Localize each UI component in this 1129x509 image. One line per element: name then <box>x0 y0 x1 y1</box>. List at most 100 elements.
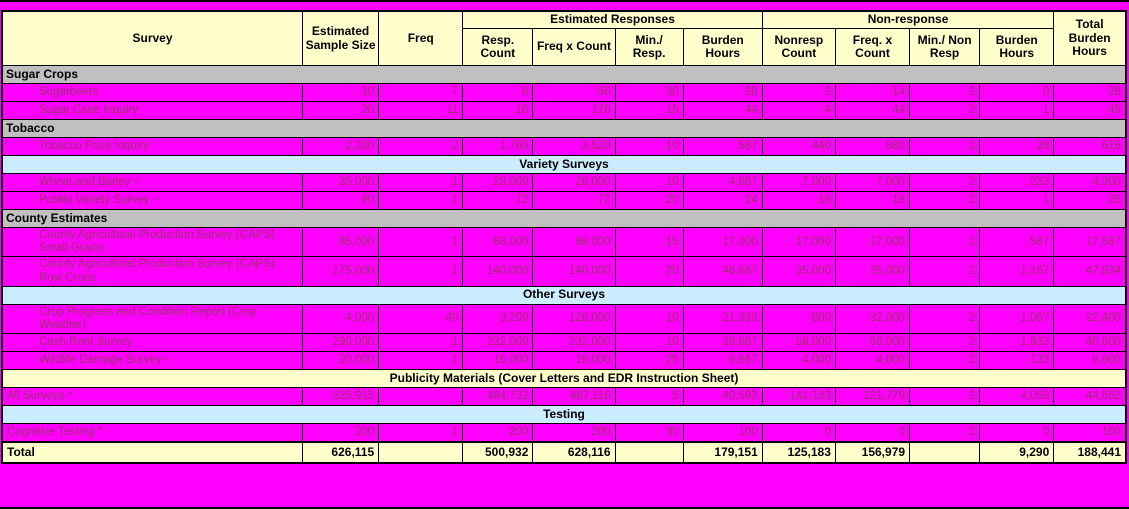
header-group-row: Survey Estimated Sample Size Freq Estima… <box>1 10 1127 66</box>
cell-value: 140,000 <box>462 256 534 287</box>
cell-value: 1,933 <box>979 333 1055 353</box>
cell-value: 6,800 <box>1053 351 1127 371</box>
table-row: Potato Variety Survey ~90 1 72 72 20 24 18 18 2 1… <box>1 191 1127 210</box>
col-header-nr-freq-x-count: Freq. x Count <box>834 28 911 66</box>
col-header-freq: Freq <box>378 10 464 66</box>
cell-value: 28 <box>1053 83 1127 102</box>
cell-value: 10 <box>614 303 684 335</box>
cell-value: 200 <box>302 423 380 443</box>
cell-value: 5 <box>614 387 684 407</box>
row-label: Crop Progress and Condition Report (Crop… <box>1 303 304 335</box>
cell-value: 8 <box>462 83 534 102</box>
cell-value: 32,000 <box>834 303 911 335</box>
cell-value: 10 <box>302 83 380 102</box>
cell-value <box>909 441 981 464</box>
table-row: Wheat and Barley ~35,000 1 28,000 28,000 10 4… <box>1 173 1127 192</box>
cell-value: 1 <box>378 226 464 258</box>
cell-value: 18 <box>834 191 911 210</box>
cell-value: 233 <box>979 173 1055 192</box>
cell-value: 15 <box>614 226 684 258</box>
cell-value: 17,000 <box>761 226 836 258</box>
cell-value: 40,600 <box>1053 333 1127 353</box>
cell-value: 10 <box>614 333 684 353</box>
table-row: All Surveys * 625,915 484,732 487,116 5 40,59… <box>1 387 1127 407</box>
cell-value: 11 <box>378 101 464 120</box>
cell-value: 58,000 <box>834 333 911 353</box>
cell-value: 2 <box>909 303 981 335</box>
cell-value: 3,520 <box>532 137 616 156</box>
cell-value: 487,116 <box>532 387 616 407</box>
cell-value: 72 <box>532 191 616 210</box>
cell-value: 85,000 <box>302 226 380 258</box>
survey-burden-table: Survey Estimated Sample Size Freq Estima… <box>1 10 1127 465</box>
cell-value: 100 <box>1053 423 1127 443</box>
col-group-non-response: Non-response <box>761 10 1055 29</box>
cell-value: 7 <box>378 83 464 102</box>
cell-value: 1 <box>979 191 1055 210</box>
col-header-min-non-resp: Min./ Non Resp <box>909 28 981 66</box>
row-label: Cash Rent Survey <box>1 333 304 353</box>
row-label: Sugar Cane Inquiry <box>1 101 304 120</box>
cell-value: 7,000 <box>761 173 836 192</box>
header-sub-row: Resp. Count Freq x Count Min./ Resp. Bur… <box>2 28 1126 66</box>
section-row: Tobacco <box>1 119 1127 138</box>
cell-value: 0 <box>834 423 911 443</box>
section-row: Publicity Materials (Cover Letters and E… <box>1 369 1127 389</box>
table-row: Tobacco Price Inquiry 2,200 2 1,760 3,520 10 5… <box>1 137 1127 156</box>
cell-value: 2,200 <box>302 137 380 156</box>
cell-value: 0 <box>979 423 1055 443</box>
cell-value: 200 <box>462 423 534 443</box>
cell-value: 38,667 <box>682 333 763 353</box>
cell-value: 44 <box>682 101 763 120</box>
section-label: Other Surveys <box>1 285 1127 305</box>
cell-value: 2 <box>378 137 464 156</box>
section-label: Publicity Materials (Cover Letters and E… <box>1 369 1127 389</box>
cell-value <box>378 387 464 407</box>
col-header-resp-count: Resp. Count <box>462 28 534 66</box>
section-row: Other Surveys <box>1 285 1127 305</box>
table-row: Wildlife Damage Survey~ 20,000 1 16,000 16,0… <box>1 351 1127 371</box>
cell-value: 40 <box>378 303 464 335</box>
cell-value: 17,000 <box>682 226 763 258</box>
cell-value: 47,834 <box>1053 256 1127 287</box>
col-header-freq-x-count: Freq x Count <box>532 28 616 66</box>
cell-value: 1,760 <box>462 137 534 156</box>
cell-value: 2 <box>909 137 981 156</box>
col-header-survey: Survey <box>1 10 304 66</box>
cell-value: 2 <box>909 226 981 258</box>
col-header-nonresp-count: Nonresp Count <box>761 28 836 66</box>
cell-value: 587 <box>682 137 763 156</box>
cell-value: 40,593 <box>682 387 763 407</box>
cell-value: 567 <box>979 226 1055 258</box>
cell-value: 90 <box>302 191 380 210</box>
row-label: Potato Variety Survey ~ <box>1 191 304 210</box>
cell-value: 2 <box>909 191 981 210</box>
cell-value: 28 <box>682 83 763 102</box>
cell-value: 188,441 <box>1053 441 1127 464</box>
section-row: Sugar Crops <box>1 65 1127 84</box>
cell-value: 16,000 <box>532 351 616 371</box>
row-label: Sugarbeets <box>1 83 304 102</box>
cell-value: 1 <box>979 101 1055 120</box>
cell-value: 484,732 <box>462 387 534 407</box>
row-label: Wildlife Damage Survey~ <box>1 351 304 371</box>
cell-value: 18 <box>761 191 836 210</box>
table-row: Sugarbeets 10 7 8 56 30 28 2 14 2 0 28 <box>1 83 1127 102</box>
cell-value: 35,000 <box>834 256 911 287</box>
cell-value: 628,116 <box>532 441 616 464</box>
cell-value: 1,067 <box>979 303 1055 335</box>
cell-value: 14 <box>834 83 911 102</box>
cell-value: 28,000 <box>462 173 534 192</box>
cell-value: 880 <box>834 137 911 156</box>
section-label: Tobacco <box>1 119 1127 138</box>
cell-value: 200 <box>532 423 616 443</box>
cell-value: 1 <box>378 173 464 192</box>
cell-value: 9,290 <box>979 441 1055 464</box>
cell-value: 179,151 <box>682 441 763 464</box>
cell-value: 2 <box>761 83 836 102</box>
cell-value: 175,000 <box>302 256 380 287</box>
cell-value: 15 <box>614 101 684 120</box>
row-label: Tobacco Price Inquiry <box>1 137 304 156</box>
cell-value: 2 <box>909 173 981 192</box>
cell-value: 2 <box>909 423 981 443</box>
